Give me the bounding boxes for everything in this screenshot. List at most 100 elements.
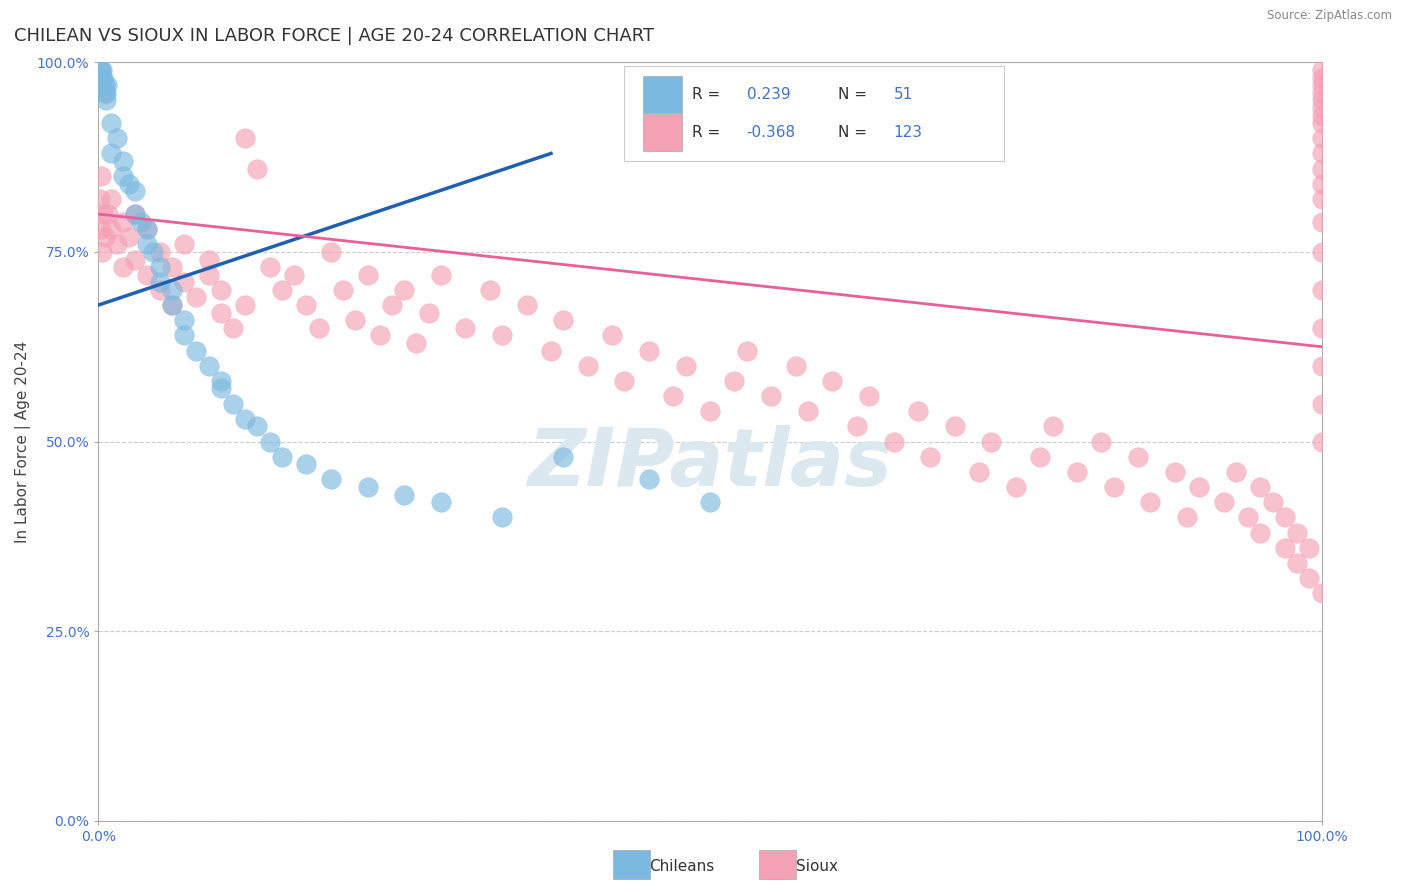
- Text: ZIPatlas: ZIPatlas: [527, 425, 893, 503]
- Sioux: [90, 169, 112, 184]
- Chileans: [197, 359, 219, 373]
- Sioux: [785, 359, 807, 373]
- Sioux: [491, 328, 513, 343]
- Chileans: [209, 382, 232, 396]
- Sioux: [1128, 450, 1150, 464]
- Chileans: [111, 153, 134, 168]
- Chileans: [93, 78, 115, 92]
- Sioux: [233, 298, 256, 312]
- Sioux: [283, 268, 305, 282]
- Chileans: [91, 70, 114, 85]
- Sioux: [1310, 78, 1333, 92]
- Sioux: [356, 268, 378, 282]
- Chileans: [233, 412, 256, 426]
- Chileans: [356, 480, 378, 494]
- Sioux: [89, 192, 111, 206]
- Sioux: [1310, 244, 1333, 259]
- Sioux: [883, 434, 905, 449]
- Sioux: [259, 260, 281, 275]
- Sioux: [1261, 495, 1284, 509]
- Chileans: [91, 62, 114, 77]
- Sioux: [1310, 62, 1333, 77]
- Sioux: [91, 207, 114, 221]
- Sioux: [1175, 510, 1198, 524]
- FancyBboxPatch shape: [624, 66, 1004, 161]
- Sioux: [1188, 480, 1211, 494]
- Chileans: [699, 495, 721, 509]
- Chileans: [124, 184, 146, 198]
- Sioux: [319, 244, 342, 259]
- Sioux: [1310, 86, 1333, 100]
- Sioux: [761, 389, 783, 403]
- Chileans: [209, 374, 232, 388]
- Sioux: [515, 298, 537, 312]
- Sioux: [97, 207, 120, 221]
- Text: R =: R =: [692, 87, 720, 102]
- Sioux: [1102, 480, 1125, 494]
- Chileans: [100, 116, 122, 130]
- Chileans: [222, 396, 245, 410]
- Chileans: [149, 275, 172, 289]
- Sioux: [478, 283, 501, 297]
- Sioux: [136, 222, 159, 236]
- Sioux: [1310, 396, 1333, 410]
- Text: Source: ZipAtlas.com: Source: ZipAtlas.com: [1267, 9, 1392, 22]
- Chileans: [149, 260, 172, 275]
- Sioux: [1298, 571, 1320, 585]
- Sioux: [613, 374, 636, 388]
- Sioux: [454, 320, 477, 334]
- Sioux: [845, 419, 868, 434]
- Chileans: [319, 473, 342, 487]
- Sioux: [136, 268, 159, 282]
- Sioux: [1042, 419, 1064, 434]
- Text: N =: N =: [838, 87, 868, 102]
- Sioux: [295, 298, 318, 312]
- Sioux: [100, 222, 122, 236]
- Sioux: [600, 328, 623, 343]
- Sioux: [967, 465, 990, 479]
- Sioux: [1310, 108, 1333, 122]
- Chileans: [96, 78, 118, 92]
- Sioux: [1310, 161, 1333, 176]
- Sioux: [553, 313, 575, 327]
- Chileans: [91, 78, 114, 92]
- Chileans: [100, 146, 122, 161]
- Sioux: [662, 389, 685, 403]
- Sioux: [1310, 70, 1333, 85]
- Sioux: [1225, 465, 1247, 479]
- Sioux: [118, 229, 141, 244]
- Chileans: [129, 214, 152, 228]
- Sioux: [1310, 320, 1333, 334]
- Chileans: [430, 495, 453, 509]
- Chileans: [94, 94, 117, 108]
- Text: R =: R =: [692, 125, 720, 140]
- Sioux: [197, 252, 219, 267]
- Sioux: [1310, 586, 1333, 600]
- Sioux: [124, 252, 146, 267]
- Sioux: [1090, 434, 1112, 449]
- Sioux: [699, 404, 721, 418]
- Sioux: [405, 335, 427, 350]
- Sioux: [1066, 465, 1088, 479]
- Sioux: [576, 359, 599, 373]
- Sioux: [381, 298, 404, 312]
- Chileans: [173, 313, 195, 327]
- Sioux: [392, 283, 416, 297]
- Sioux: [1298, 541, 1320, 555]
- Sioux: [173, 237, 195, 252]
- Chileans: [553, 450, 575, 464]
- Sioux: [1310, 131, 1333, 145]
- Sioux: [209, 283, 232, 297]
- Chileans: [246, 419, 269, 434]
- Chileans: [295, 458, 318, 472]
- Sioux: [1004, 480, 1026, 494]
- Sioux: [1249, 525, 1271, 540]
- Sioux: [160, 298, 183, 312]
- Text: Chileans: Chileans: [650, 859, 714, 873]
- Sioux: [344, 313, 367, 327]
- Y-axis label: In Labor Force | Age 20-24: In Labor Force | Age 20-24: [15, 341, 31, 542]
- Sioux: [100, 192, 122, 206]
- Sioux: [1310, 94, 1333, 108]
- Sioux: [149, 283, 172, 297]
- Sioux: [233, 131, 256, 145]
